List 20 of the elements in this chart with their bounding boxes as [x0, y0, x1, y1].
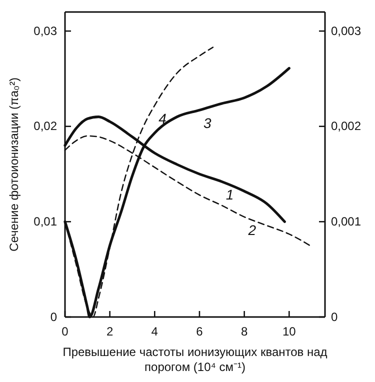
series-label: 4	[158, 110, 167, 126]
y2-tick-label: 0,003	[331, 24, 362, 38]
x-tick-label: 10	[282, 324, 296, 339]
y-tick-label: 0,01	[34, 214, 58, 229]
y-tick-label: 0,03	[34, 24, 58, 38]
series-label: 2	[247, 222, 256, 238]
y-tick-label: 0	[50, 310, 58, 324]
x-tick-label: 8	[240, 324, 248, 339]
y-axis-title: Сечение фотоионизации (πa₀²)	[7, 78, 21, 252]
x-axis-title: Превышение частоты ионизующих квантов над порогом (10⁴ см⁻¹)	[62, 345, 328, 374]
series-label: 1	[226, 186, 234, 203]
y2-tick-label: 0	[331, 310, 338, 324]
x-tick-label: 6	[196, 324, 204, 339]
x-tick-label: 2	[106, 324, 114, 339]
series-label: 3	[203, 115, 212, 132]
x-tick-label: 0	[62, 324, 69, 339]
y2-tick-label: 0,002	[331, 119, 362, 134]
y-tick-label: 0,02	[34, 119, 58, 134]
x-tick-label: 4	[151, 324, 158, 339]
y2-tick-label: 0,001	[331, 214, 362, 229]
